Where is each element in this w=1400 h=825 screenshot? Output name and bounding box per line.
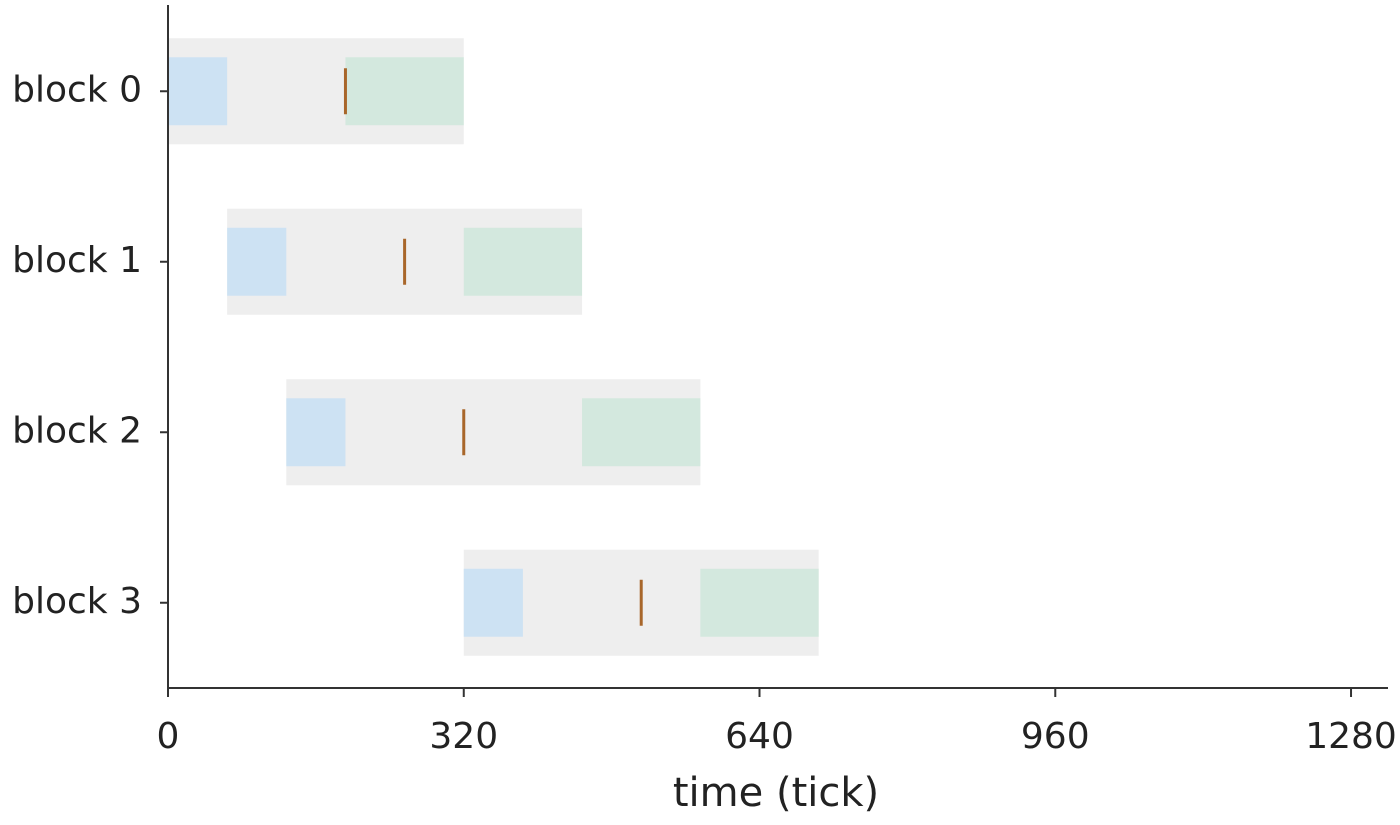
first-segment	[168, 57, 228, 126]
y-tick-label: block 3	[12, 581, 142, 622]
first-segment	[227, 227, 287, 296]
y-tick-label: block 2	[12, 410, 142, 451]
x-tick-label: 0	[157, 716, 180, 757]
y-tick-label: block 1	[12, 240, 142, 281]
last-segment	[345, 57, 464, 126]
x-axis-label: time (tick)	[673, 770, 879, 816]
last-segment	[700, 568, 819, 637]
y-tick-label: block 0	[12, 69, 142, 110]
last-segment	[582, 398, 701, 467]
first-segment	[286, 398, 346, 467]
x-tick-label: 1280	[1305, 716, 1397, 757]
first-segment	[463, 568, 523, 637]
x-tick-label: 320	[429, 716, 498, 757]
last-segment	[463, 227, 583, 296]
x-tick-label: 960	[1021, 716, 1090, 757]
x-tick-label: 640	[725, 716, 794, 757]
